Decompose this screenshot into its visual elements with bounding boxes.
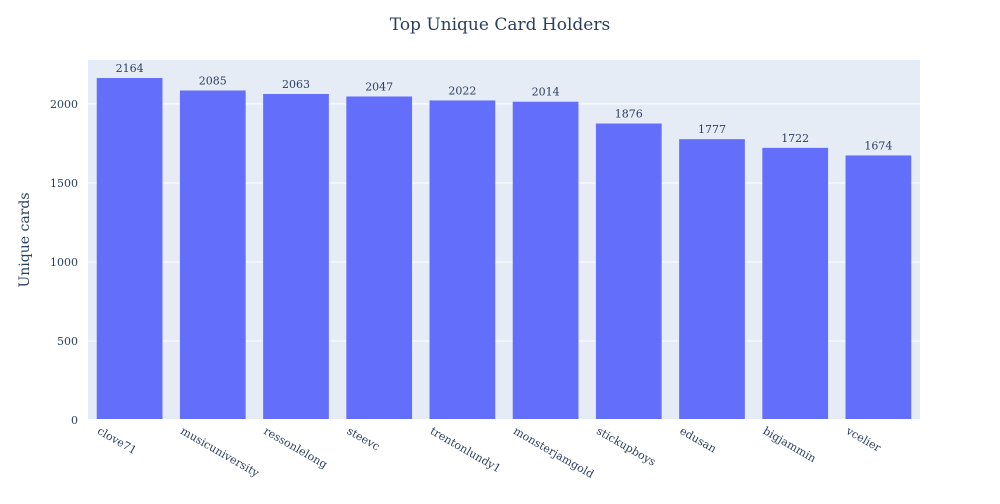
chart-title: Top Unique Card Holders [390,15,610,35]
bar-value-label: 2063 [282,78,310,91]
y-axis-title: Unique cards [17,192,33,287]
bar-musicuniversity [179,90,246,421]
bar-value-label: 2164 [116,62,144,75]
bar-value-label: 1674 [864,139,892,152]
bar-trentonlundy1 [429,100,496,420]
bar-value-label: 1722 [781,132,809,145]
bar-bigjammin [762,147,829,420]
bar-value-label: 2047 [365,81,393,94]
bar-value-label: 2085 [199,75,227,88]
bar-monsterjamgold [512,101,579,420]
bar-vcelier [845,155,912,420]
y-tick-label: 500 [57,335,78,348]
bar-clove71 [96,78,163,420]
y-tick-label: 1000 [50,256,78,269]
y-tick-label: 0 [71,414,78,427]
bar-steevc [346,96,413,420]
bar-edusan [679,139,745,420]
bar-ressonlelong [263,93,329,420]
plot-area: 05001000150020002164clove712085musicuniv… [50,60,920,481]
bar-value-label: 1876 [615,108,643,121]
bar-stickupboys [595,123,662,420]
bar-value-label: 1777 [698,123,726,136]
y-tick-label: 1500 [50,177,78,190]
y-tick-label: 2000 [50,98,78,111]
bar-value-label: 2022 [448,84,476,97]
bar-value-label: 2014 [532,86,560,99]
